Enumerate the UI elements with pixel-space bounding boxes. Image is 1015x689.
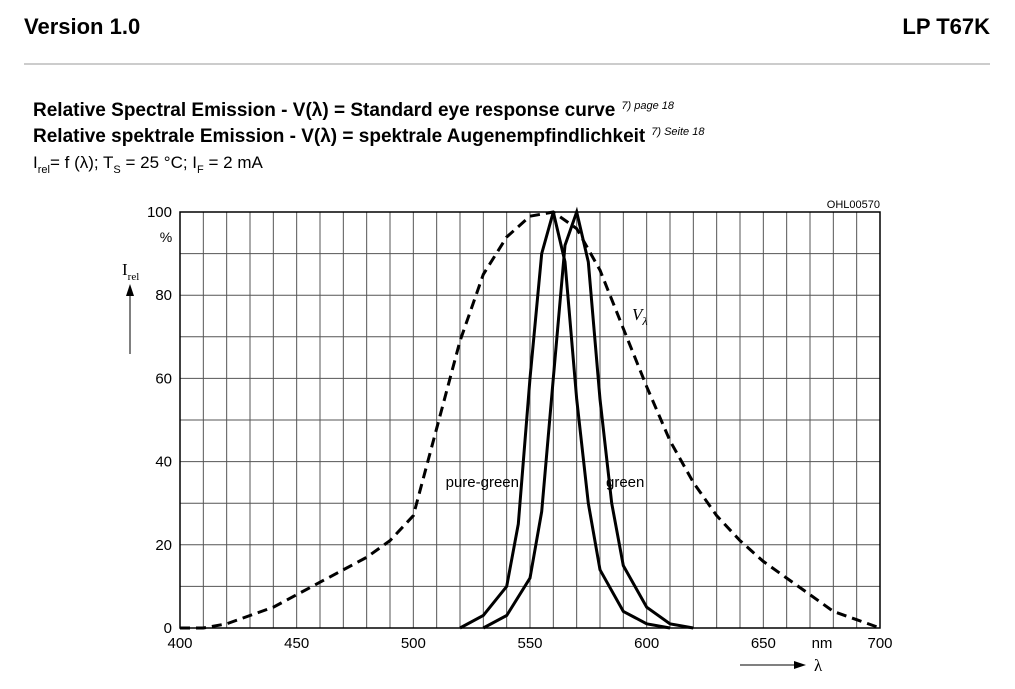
subscript: S bbox=[113, 164, 120, 176]
y-tick-label: 60 bbox=[155, 370, 172, 387]
x-unit: nm bbox=[812, 635, 833, 652]
text-run: I bbox=[33, 153, 38, 172]
subscript: F bbox=[197, 164, 204, 176]
y-tick-label: 100 bbox=[147, 204, 172, 221]
x-tick-label: 450 bbox=[284, 635, 309, 652]
curve-label-main: V bbox=[632, 305, 645, 324]
y-tick-label: 0 bbox=[164, 620, 172, 637]
series-line bbox=[459, 211, 671, 630]
curve-label: Vλ bbox=[632, 305, 648, 328]
x-arrow-head bbox=[794, 661, 806, 669]
y-tick-label: 40 bbox=[155, 454, 172, 471]
conditions: Irel= f (λ); TS = 25 °C; IF = 2 mA bbox=[33, 153, 263, 176]
title-de: Relative spektrale Emission - V(λ) = spe… bbox=[33, 126, 705, 147]
curve-label-sub: λ bbox=[641, 314, 647, 328]
title: Relative Spectral Emission - V(λ) = Stan… bbox=[33, 100, 675, 121]
x-tick-label: 700 bbox=[867, 635, 892, 652]
x-tick-label: 650 bbox=[751, 635, 776, 652]
y-tick-label: 80 bbox=[155, 287, 172, 304]
x-tick-label: 550 bbox=[517, 635, 542, 652]
series-line bbox=[482, 206, 694, 630]
curve-label: green bbox=[606, 474, 644, 491]
x-tick-label: 500 bbox=[401, 635, 426, 652]
y-arrow-head bbox=[126, 284, 134, 296]
text-run: = 25 °C; I bbox=[121, 153, 197, 172]
header-left: Version 1.0 bbox=[24, 14, 140, 39]
curve-label: pure-green bbox=[446, 474, 519, 491]
x-tick-label: 600 bbox=[634, 635, 659, 652]
y-unit: % bbox=[160, 229, 172, 245]
x-tick-label: 400 bbox=[167, 635, 192, 652]
y-label: Irel bbox=[122, 260, 139, 283]
series-line bbox=[180, 210, 881, 630]
text-run: = 2 mA bbox=[204, 153, 264, 172]
subscript: rel bbox=[38, 164, 50, 176]
x-label: λ bbox=[814, 656, 823, 675]
y-tick-label: 20 bbox=[155, 537, 172, 554]
figure-code: OHL00570 bbox=[827, 199, 880, 211]
plot-frame bbox=[179, 211, 881, 629]
text-run: = f (λ); T bbox=[50, 153, 113, 172]
header-right: LP T67K bbox=[902, 14, 990, 39]
